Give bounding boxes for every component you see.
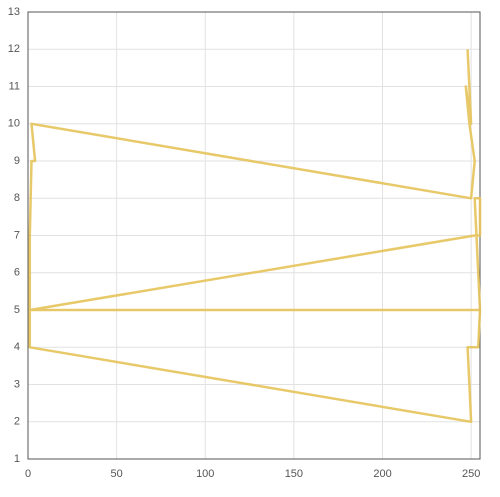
x-tick-label: 200 [373, 468, 391, 480]
x-tick-label: 50 [111, 468, 123, 480]
y-tick-label: 7 [14, 229, 20, 241]
y-tick-label: 13 [8, 6, 20, 18]
x-tick-label: 250 [462, 468, 480, 480]
y-tick-label: 10 [8, 118, 20, 130]
y-tick-label: 4 [14, 341, 20, 353]
x-tick-label: 0 [25, 468, 31, 480]
x-tick-label: 100 [196, 468, 214, 480]
y-tick-label: 9 [14, 155, 20, 167]
y-tick-label: 2 [14, 416, 20, 428]
y-tick-label: 11 [9, 80, 20, 92]
y-tick-label: 3 [14, 378, 20, 390]
y-tick-label: 8 [14, 192, 20, 204]
y-tick-label: 6 [14, 267, 20, 279]
data-line [28, 49, 482, 424]
y-tick-label: 1 [14, 453, 20, 465]
x-tick-label: 150 [285, 468, 303, 480]
y-tick-label: 5 [14, 304, 20, 316]
y-tick-label: 12 [8, 43, 20, 55]
